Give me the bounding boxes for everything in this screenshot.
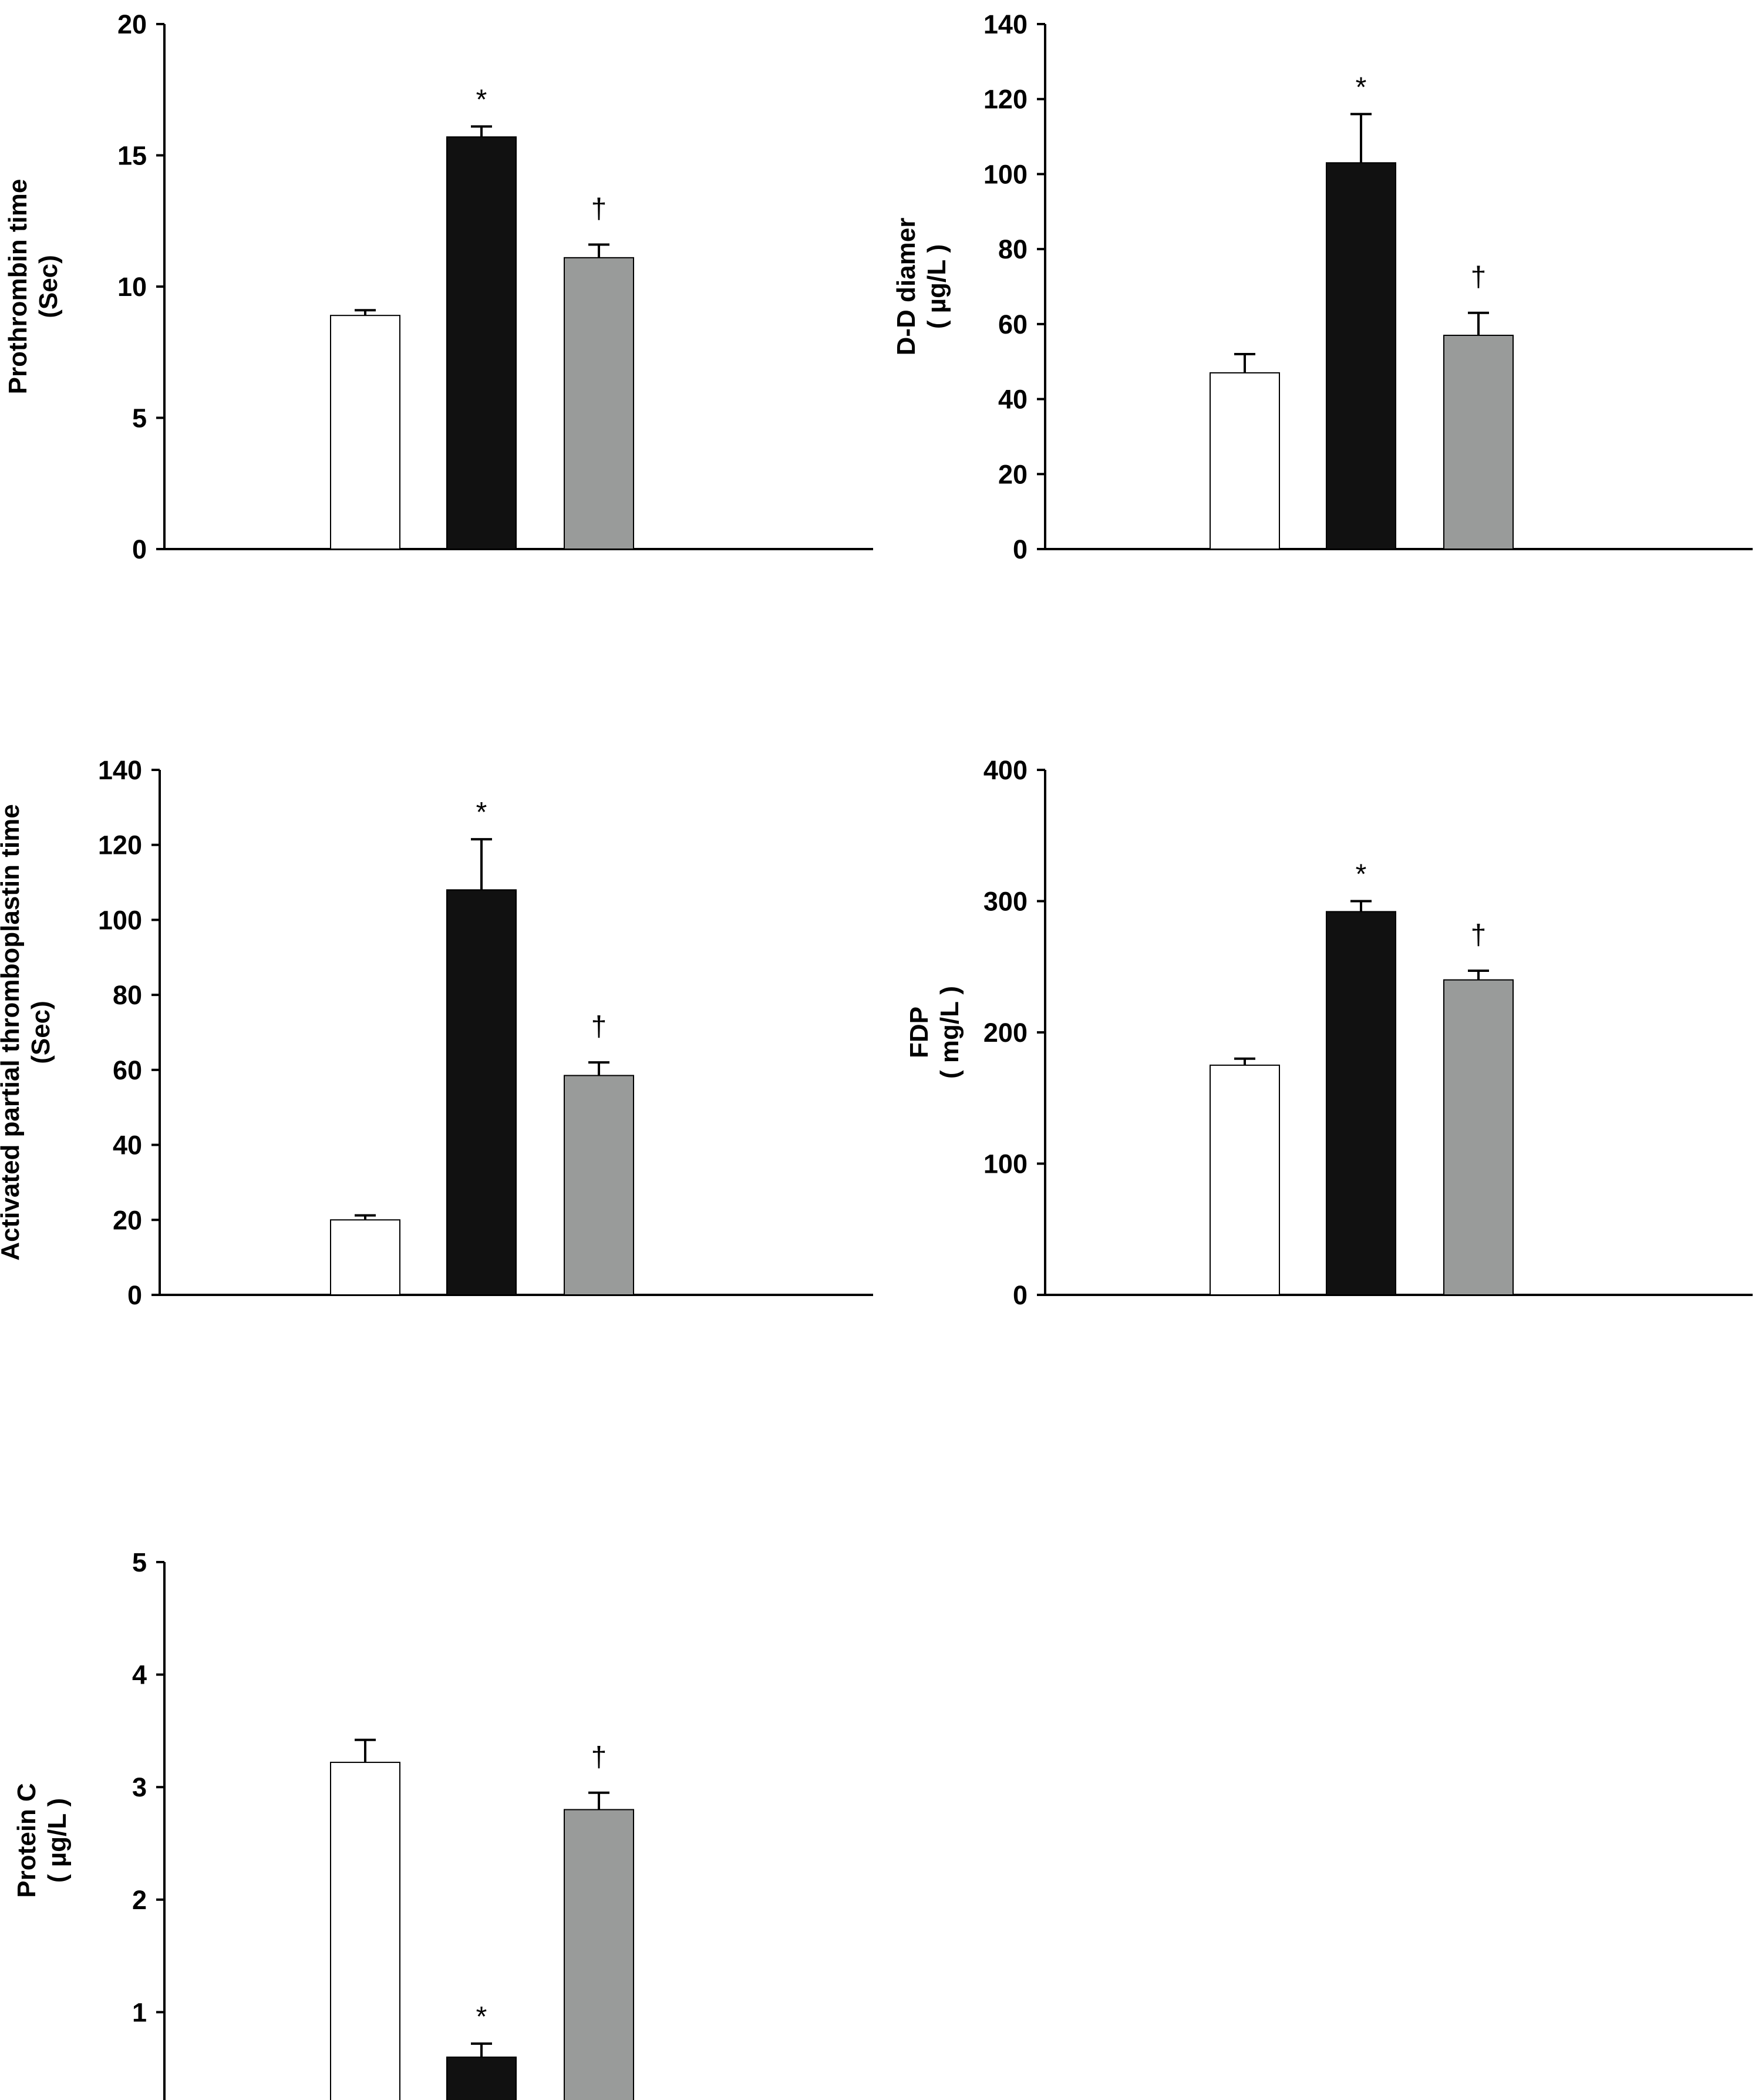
- bar: [1326, 162, 1396, 550]
- bar: [330, 315, 400, 550]
- chart-panel-prothrombin: 0 5 10 15 20 Prothrombin time(Sec) * †: [4, 9, 873, 564]
- bar: [564, 1809, 634, 2100]
- bar: [1443, 979, 1514, 1295]
- bar: [1326, 911, 1396, 1295]
- y-tick-label: 60: [998, 309, 1028, 339]
- y-tick-label: 40: [113, 1130, 142, 1160]
- y-tick-label: 4: [132, 1660, 147, 1690]
- y-tick-label: 5: [132, 1547, 147, 1577]
- y-tick-label: 120: [98, 830, 142, 860]
- significance-marker-dagger: †: [1471, 262, 1487, 293]
- y-axis-title-line: (Sec): [34, 255, 63, 318]
- y-tick-label: 10: [117, 272, 147, 302]
- y-axis-title-line: ( µg/L ): [43, 1798, 72, 1883]
- y-tick-label: 5: [132, 403, 147, 433]
- y-tick-label: 1: [132, 1997, 147, 2027]
- y-tick-label: 200: [983, 1018, 1028, 1048]
- y-axis-title-line: Protein C: [12, 1783, 41, 1898]
- significance-marker-dagger: †: [591, 193, 607, 224]
- bar: [446, 2057, 517, 2100]
- y-tick-label: 100: [983, 1149, 1028, 1179]
- chart-panel-proteinc: 012345Protein C( µg/L )*†: [12, 1547, 634, 2100]
- y-tick-label: 0: [132, 534, 147, 564]
- y-tick-label: 0: [1013, 1280, 1028, 1310]
- significance-marker-dagger: †: [591, 1742, 607, 1773]
- y-axis-title-line: D-D diamer: [892, 218, 921, 356]
- y-tick-label: 40: [998, 385, 1028, 415]
- significance-marker-star: *: [1356, 72, 1367, 103]
- y-tick-label: 0: [127, 1280, 142, 1310]
- chart-panel-ddimer: 0 20 40 60 80 100 120 140 D-D diamer( µg/L ) * †: [892, 9, 1753, 564]
- y-axis-title-line: ( µg/L ): [922, 244, 951, 329]
- y-tick-label: 20: [117, 9, 147, 39]
- significance-marker-star: *: [476, 797, 487, 828]
- y-tick-label: 3: [132, 1772, 147, 1802]
- y-tick-label: 140: [98, 755, 142, 785]
- y-tick-label: 2: [132, 1885, 147, 1915]
- bar: [564, 1075, 634, 1295]
- y-axis-title-line: Prothrombin time: [4, 179, 32, 395]
- significance-marker-dagger: †: [1471, 920, 1487, 951]
- y-tick-label: 0: [1013, 534, 1028, 564]
- bar: [564, 257, 634, 550]
- chart-panel-fdp: 0 100 200 300 400 FDP( mg/L ) * †: [905, 755, 1753, 1310]
- y-axis-title: D-D diamer( µg/L ): [892, 218, 951, 356]
- y-tick-label: 140: [983, 9, 1028, 39]
- y-axis-title-line: ( mg/L ): [935, 986, 964, 1079]
- y-tick-label: 100: [983, 159, 1028, 189]
- significance-marker-star: *: [1356, 859, 1367, 890]
- y-axis-title: Protein C( µg/L ): [12, 1783, 72, 1898]
- bar: [330, 1219, 400, 1295]
- bar: [1443, 335, 1514, 550]
- y-tick-label: 60: [113, 1055, 142, 1085]
- y-axis-title: Prothrombin time(Sec): [4, 179, 63, 395]
- y-tick-label: 300: [983, 887, 1028, 917]
- y-tick-label: 120: [983, 85, 1028, 115]
- y-tick-label: 20: [113, 1205, 142, 1235]
- y-tick-label: 100: [98, 905, 142, 935]
- chart-panel-aptt: 0 20 40 60 80 100 120 140 Activated partial thro…: [0, 755, 873, 1310]
- y-tick-label: 80: [113, 980, 142, 1010]
- y-tick-label: 400: [983, 755, 1028, 785]
- y-axis-title-line: (Sec): [26, 1001, 55, 1064]
- significance-marker-star: *: [476, 2001, 487, 2032]
- y-axis-title: Activated partial thromboplastin time(Se…: [0, 804, 55, 1260]
- y-axis-title-line: FDP: [905, 1007, 934, 1058]
- bar: [330, 1762, 400, 2100]
- significance-marker-dagger: †: [591, 1011, 607, 1042]
- bar: [446, 889, 517, 1296]
- y-tick-label: 15: [117, 141, 147, 171]
- bar: [1210, 1064, 1280, 1295]
- y-axis-title: FDP( mg/L ): [905, 986, 964, 1079]
- y-tick-label: 80: [998, 234, 1028, 264]
- bar: [1210, 372, 1280, 550]
- y-axis-title-line: Activated partial thromboplastin time: [0, 804, 25, 1260]
- y-tick-label: 20: [998, 459, 1028, 489]
- bar: [446, 136, 517, 550]
- significance-marker-star: *: [476, 84, 487, 115]
